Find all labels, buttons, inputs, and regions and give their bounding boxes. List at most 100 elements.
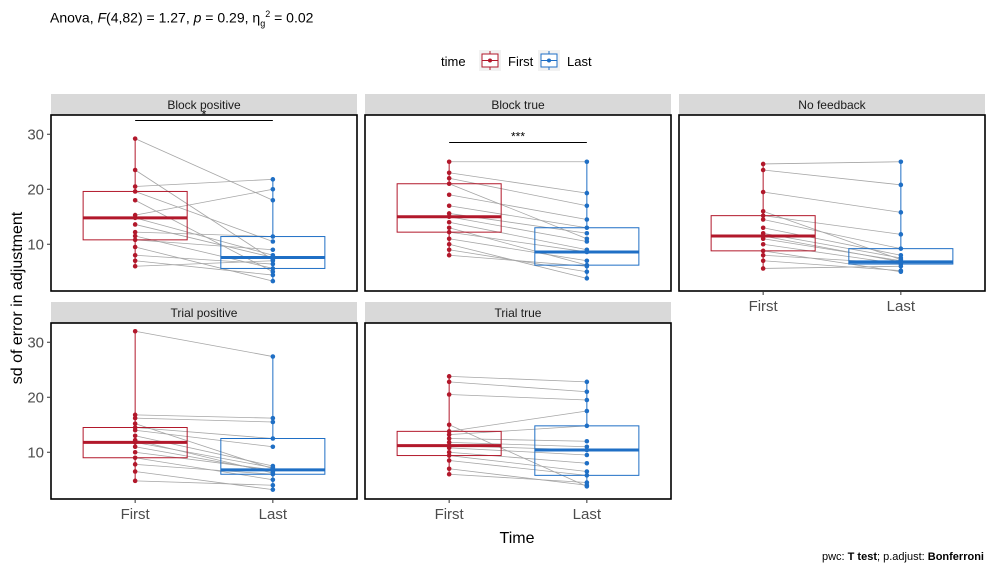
data-point-first (132, 444, 138, 450)
paired-line (449, 410, 587, 432)
paired-line (449, 438, 587, 442)
caption-pwc-value: T test (847, 551, 877, 563)
data-point-last (270, 466, 276, 472)
paired-line (135, 480, 273, 486)
data-point-first (132, 449, 138, 455)
data-point-first (760, 241, 766, 247)
paired-line (135, 446, 273, 472)
y-tick-label: 20 (27, 181, 44, 198)
paired-line (763, 265, 901, 269)
data-point-first (446, 211, 452, 216)
paired-line (135, 231, 273, 237)
data-point-first (760, 266, 766, 271)
data-point-first (760, 213, 766, 218)
subtitle-eta: η (252, 9, 261, 26)
y-axis-title: sd of error in adjustment (9, 211, 26, 384)
data-point-last (584, 225, 590, 231)
data-point-first (132, 189, 138, 194)
data-point-first (132, 136, 138, 141)
data-point-last (270, 269, 276, 275)
data-point-last (584, 408, 590, 414)
data-point-last (270, 444, 276, 450)
paired-line (135, 423, 273, 470)
data-point-last (584, 236, 590, 242)
paired-line (763, 161, 901, 165)
data-point-first (446, 449, 452, 455)
data-point-last (270, 278, 276, 284)
data-point-first (132, 167, 138, 173)
data-point-last (270, 257, 276, 262)
paired-line (449, 205, 587, 229)
data-point-first (446, 229, 452, 235)
paired-line (134, 138, 274, 201)
data-point-last (270, 415, 276, 421)
data-point-last (270, 482, 276, 488)
data-point-last (270, 177, 276, 182)
data-point-last (898, 210, 904, 215)
data-point-first (446, 214, 452, 220)
paired-line (135, 246, 273, 282)
data-point-last (898, 232, 904, 237)
data-point-first (132, 197, 138, 203)
paired-line (134, 169, 274, 260)
paired-line (763, 260, 901, 272)
x-tick-label: First (121, 506, 151, 523)
data-point-last (270, 266, 276, 271)
data-point-last (584, 469, 590, 474)
paired-line (449, 460, 587, 476)
data-point-last (270, 252, 276, 258)
y-tick-label: 10 (27, 444, 44, 461)
data-point-first (446, 471, 452, 477)
data-point-last (270, 234, 276, 239)
data-point-last (898, 269, 904, 275)
paired-line (763, 219, 901, 250)
legend-label-first: First (508, 54, 534, 69)
paired-line (763, 250, 901, 273)
facet-strip-block-true (365, 94, 671, 115)
paired-line (449, 238, 587, 262)
data-point-last (584, 379, 590, 385)
data-point-last (584, 423, 590, 429)
chart-subtitle: Anova, F(4,82) = 1.27, p = 0.29, ηg2 = 0… (50, 9, 313, 28)
paired-line (763, 210, 901, 261)
data-point-last (584, 262, 590, 268)
data-point-first (760, 167, 766, 173)
facet-label-trial-positive: Trial positive (171, 306, 238, 320)
paired-line (135, 427, 273, 439)
facet-strip-trial-positive (51, 302, 357, 323)
data-point-last (584, 484, 590, 489)
paired-line (449, 231, 587, 253)
data-point-first (132, 233, 138, 239)
facet-strip-trial-true (365, 302, 671, 323)
data-point-last (270, 419, 276, 425)
data-point-first (132, 433, 138, 439)
data-point-first (446, 225, 452, 231)
caption-pwc-label: pwc: (821, 551, 845, 563)
legend-key-point-last (547, 58, 551, 63)
legend-title: time (441, 54, 466, 69)
paired-line (763, 215, 901, 235)
x-tick-label: Last (573, 506, 602, 523)
paired-line (135, 217, 273, 256)
paired-line (763, 191, 901, 213)
data-point-first (132, 462, 138, 467)
y-tick-label: 10 (27, 236, 44, 253)
data-point-first (132, 328, 138, 334)
data-point-first (446, 219, 452, 225)
data-point-last (270, 261, 276, 267)
paired-line (449, 394, 587, 401)
data-point-first (446, 192, 452, 198)
data-point-first (446, 159, 452, 165)
data-point-last (270, 197, 276, 203)
paired-line (135, 254, 273, 265)
data-point-first (446, 392, 452, 397)
paired-line (135, 435, 273, 467)
data-point-first (760, 248, 766, 254)
data-point-first (132, 421, 138, 426)
data-point-last (584, 269, 590, 275)
paired-line (449, 447, 587, 456)
caption-sep: ; (876, 551, 881, 563)
data-point-last (584, 230, 590, 236)
subtitle-test: Anova, (50, 9, 94, 26)
